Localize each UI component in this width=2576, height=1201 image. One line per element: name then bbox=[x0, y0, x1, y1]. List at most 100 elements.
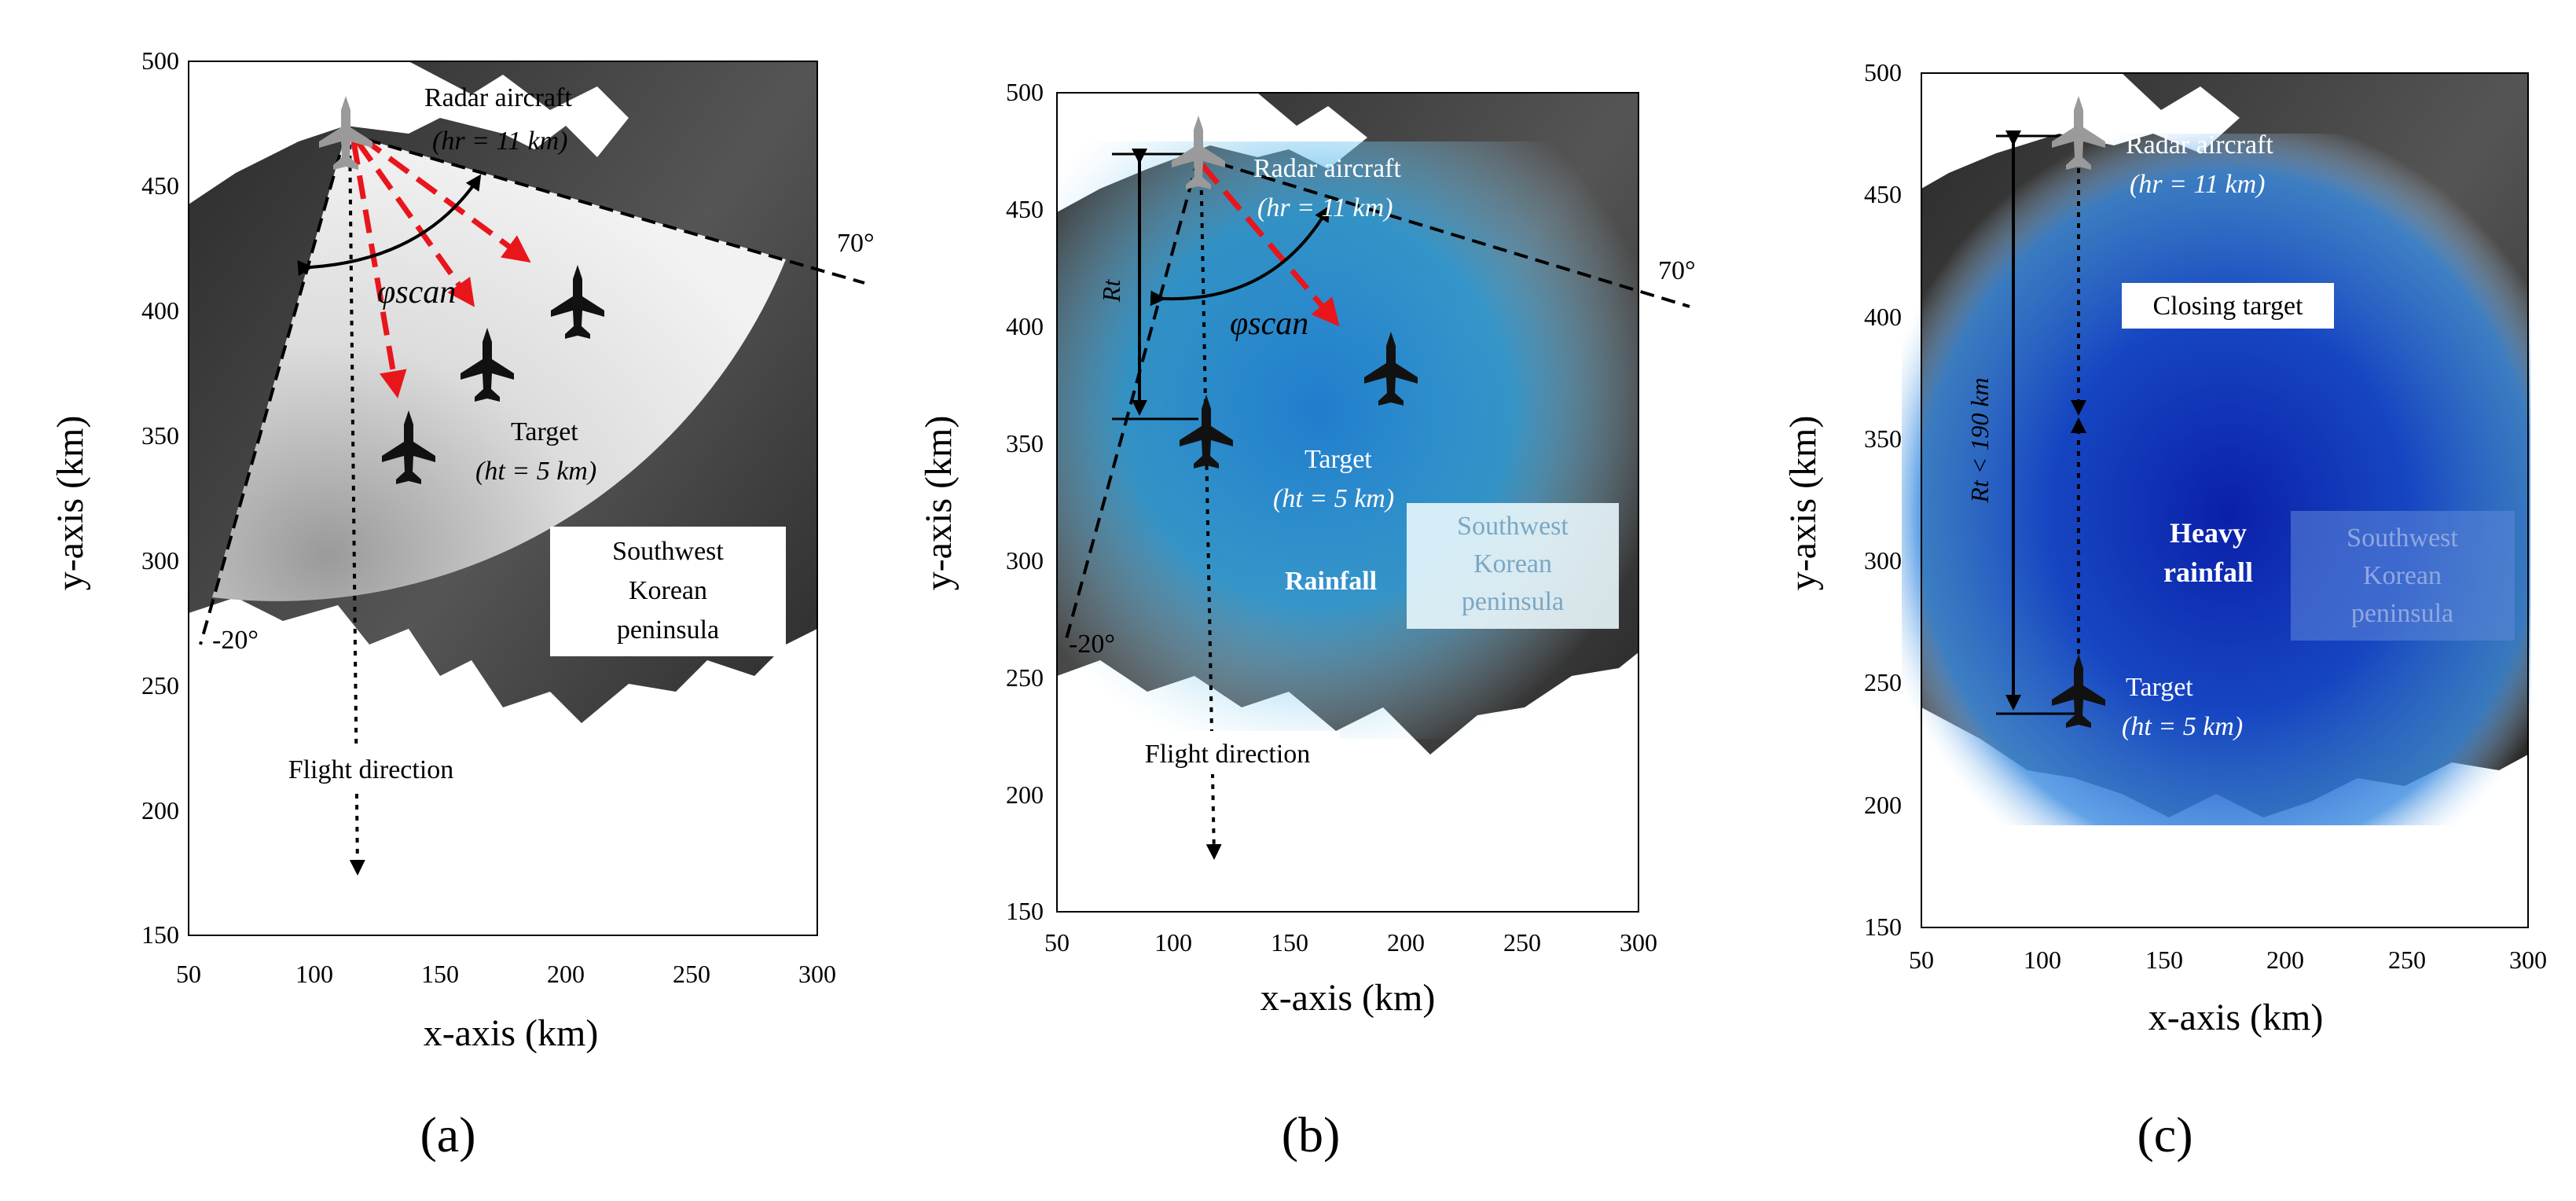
y-tick: 300 bbox=[141, 546, 179, 575]
rain-label-line: rainfall bbox=[2163, 556, 2253, 588]
y-tick: 250 bbox=[1006, 663, 1044, 692]
closing-target-box bbox=[2122, 283, 2334, 329]
y-tick: 300 bbox=[1006, 546, 1044, 575]
y-tick: 400 bbox=[1864, 303, 1902, 331]
angle-line-max bbox=[345, 132, 865, 285]
angle-min-label: -20° bbox=[212, 626, 259, 655]
x-tick: 250 bbox=[673, 960, 710, 988]
y-tick: 500 bbox=[1006, 78, 1044, 106]
region-label-line: Southwest bbox=[2347, 523, 2458, 553]
scan-arc bbox=[297, 174, 482, 277]
region-label-line: Southwest bbox=[612, 537, 724, 566]
region-label-line: peninsula bbox=[2351, 599, 2453, 628]
region-label-line: Korean bbox=[2363, 561, 2442, 590]
x-tick: 300 bbox=[2509, 946, 2547, 974]
coastline-white bbox=[189, 61, 817, 935]
flight-direction-label: Flight direction bbox=[288, 755, 454, 784]
panel-b: 500 450 400 350 300 250 200 150 50 100 1… bbox=[918, 78, 1696, 1162]
radar-altitude: (hr = 11 km) bbox=[432, 127, 567, 156]
flight-direction-box bbox=[259, 747, 483, 790]
radar-altitude: (hr = 11 km) bbox=[1257, 193, 1393, 222]
target-altitude: (ht = 5 km) bbox=[475, 457, 596, 486]
rain-label-line: Heavy bbox=[2170, 517, 2247, 549]
target-label: Target bbox=[2126, 673, 2193, 702]
x-axis-label: x-axis (km) bbox=[424, 1012, 599, 1054]
scan-angle-label: φscan bbox=[377, 274, 456, 310]
rain-label: Rainfall bbox=[1285, 567, 1377, 596]
x-tick: 200 bbox=[547, 960, 585, 988]
y-tick: 200 bbox=[1864, 791, 1902, 819]
x-ticks: 50 100 150 200 250 300 bbox=[1909, 946, 2547, 974]
y-tick: 350 bbox=[141, 421, 179, 450]
panel-sublabel: (c) bbox=[2137, 1107, 2193, 1162]
x-ticks: 50 100 150 200 250 300 bbox=[176, 960, 836, 988]
region-label-line: peninsula bbox=[1462, 587, 1564, 616]
y-tick: 300 bbox=[1864, 546, 1902, 575]
target-label: Target bbox=[1305, 445, 1372, 474]
x-tick: 200 bbox=[1387, 928, 1425, 957]
x-tick: 150 bbox=[1271, 928, 1308, 957]
panel-sublabel: (a) bbox=[420, 1107, 475, 1162]
panel-a: 500 450 400 350 300 250 200 150 50 100 1… bbox=[50, 46, 875, 1162]
radar-label: Radar aircraft bbox=[424, 83, 572, 112]
y-tick: 400 bbox=[1006, 312, 1044, 340]
plot-frame bbox=[188, 61, 818, 936]
y-tick: 450 bbox=[1006, 195, 1044, 223]
y-ticks: 500 450 400 350 300 250 200 150 bbox=[1006, 78, 1044, 925]
panel-sublabel: (b) bbox=[1282, 1107, 1341, 1162]
y-ticks: 500 450 400 350 300 250 200 150 bbox=[1864, 58, 1902, 941]
x-tick: 100 bbox=[1154, 928, 1192, 957]
x-tick: 250 bbox=[2388, 946, 2426, 974]
target-label: Target bbox=[511, 417, 578, 446]
scan-angle-label: φscan bbox=[1230, 306, 1308, 342]
y-tick: 150 bbox=[1006, 897, 1044, 925]
flight-direction-box bbox=[1116, 731, 1340, 774]
y-tick: 200 bbox=[1006, 780, 1044, 809]
y-tick: 450 bbox=[141, 171, 179, 200]
angle-min-label: -20° bbox=[1069, 630, 1115, 659]
radar-label: Radar aircraft bbox=[2126, 130, 2273, 160]
range-label: Rt < 190 km bbox=[1965, 377, 1994, 503]
angle-max-label: 70° bbox=[837, 229, 875, 258]
scan-arc bbox=[1150, 205, 1330, 307]
y-tick: 400 bbox=[141, 296, 179, 325]
x-tick: 250 bbox=[1503, 928, 1541, 957]
y-tick: 150 bbox=[1864, 913, 1902, 941]
range-label: Rt bbox=[1097, 279, 1125, 303]
angle-max-label: 70° bbox=[1658, 256, 1696, 285]
x-tick: 50 bbox=[1044, 928, 1070, 957]
y-tick: 350 bbox=[1006, 429, 1044, 457]
y-tick: 150 bbox=[141, 920, 179, 949]
y-axis-label: y-axis (km) bbox=[50, 416, 91, 591]
y-tick: 250 bbox=[141, 671, 179, 700]
region-label-line: Korean bbox=[629, 576, 707, 605]
region-box bbox=[550, 527, 786, 656]
closing-target-label: Closing target bbox=[2152, 292, 2303, 321]
x-tick: 50 bbox=[176, 960, 201, 988]
x-tick: 300 bbox=[798, 960, 836, 988]
region-label-line: Korean bbox=[1473, 549, 1552, 578]
x-tick: 150 bbox=[2145, 946, 2183, 974]
radar-altitude: (hr = 11 km) bbox=[2130, 170, 2265, 199]
y-tick: 500 bbox=[141, 46, 179, 75]
region-box bbox=[1407, 503, 1619, 629]
panel-c: 500 450 400 350 300 250 200 150 50 100 1… bbox=[1782, 58, 2547, 1162]
target-altitude: (ht = 5 km) bbox=[2122, 712, 2243, 741]
y-tick: 350 bbox=[1864, 424, 1902, 453]
angle-line-max bbox=[1198, 156, 1690, 308]
x-tick: 300 bbox=[1620, 928, 1657, 957]
y-tick: 450 bbox=[1864, 180, 1902, 208]
region-box bbox=[2291, 511, 2515, 641]
x-ticks: 50 100 150 200 250 300 bbox=[1044, 928, 1657, 957]
x-axis-label: x-axis (km) bbox=[1260, 977, 1436, 1019]
y-axis-label: y-axis (km) bbox=[1782, 416, 1824, 591]
x-tick: 50 bbox=[1909, 946, 1934, 974]
x-tick: 200 bbox=[2266, 946, 2304, 974]
x-tick: 100 bbox=[295, 960, 333, 988]
y-axis-label: y-axis (km) bbox=[918, 416, 960, 591]
region-label-line: peninsula bbox=[617, 615, 719, 645]
x-axis-label: x-axis (km) bbox=[2149, 997, 2324, 1038]
y-tick: 200 bbox=[141, 796, 179, 825]
y-tick: 500 bbox=[1864, 58, 1902, 86]
